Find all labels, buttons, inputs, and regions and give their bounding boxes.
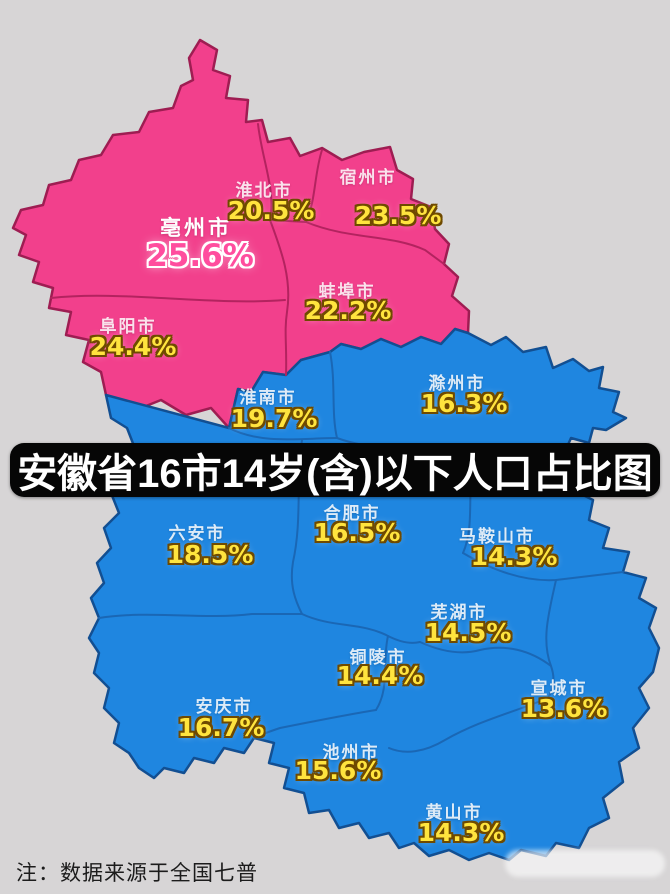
city-value-label: 16.3%: [420, 389, 508, 418]
city-value-label: 13.6%: [520, 694, 608, 723]
city-value-label: 25.6%: [146, 238, 254, 274]
city-name-label: 亳州市: [160, 217, 232, 240]
city-name-label: 阜阳市: [99, 317, 157, 336]
title-banner: 安徽省16市14岁(含)以下人口占比图: [10, 443, 660, 497]
city-value-label: 16.5%: [313, 518, 401, 547]
north-internal-borders: [50, 123, 445, 376]
city-value-label: 18.5%: [166, 540, 254, 569]
city-value-label: 14.4%: [336, 661, 424, 690]
city-value-label: 24.4%: [89, 332, 177, 361]
city-value-label: 14.3%: [470, 542, 558, 571]
city-value-label: 19.7%: [230, 404, 318, 433]
city-value-label: 20.5%: [227, 196, 315, 225]
city-name-label: 铜陵市: [349, 648, 407, 667]
city-name-label: 安庆市: [195, 697, 253, 716]
city-value-label: 16.7%: [177, 713, 265, 742]
watermark-blur: [505, 850, 665, 877]
city-name-label: 六安市: [168, 524, 226, 543]
source-note: 注：数据来源于全国七普: [16, 862, 258, 885]
page-title: 安徽省16市14岁(含)以下人口占比图: [17, 452, 653, 496]
city-name-label: 宣城市: [530, 679, 588, 698]
city-value-label: 14.5%: [424, 618, 512, 647]
city-value-label: 14.3%: [417, 818, 505, 847]
city-name-label: 淮南市: [239, 388, 297, 407]
city-value-label: 23.5%: [354, 201, 442, 230]
city-name-label: 宿州市: [339, 168, 397, 187]
city-value-label: 22.2%: [304, 296, 392, 325]
city-name-label: 芜湖市: [430, 603, 488, 622]
city-name-label: 合肥市: [323, 504, 381, 523]
city-name-label: 滁州市: [428, 374, 486, 393]
city-value-label: 15.6%: [294, 756, 382, 785]
city-name-label: 池州市: [322, 743, 380, 762]
city-name-label: 黄山市: [425, 803, 483, 822]
city-name-label: 马鞍山市: [459, 527, 535, 546]
city-name-label: 淮北市: [235, 181, 293, 200]
city-name-label: 蚌埠市: [318, 282, 376, 301]
